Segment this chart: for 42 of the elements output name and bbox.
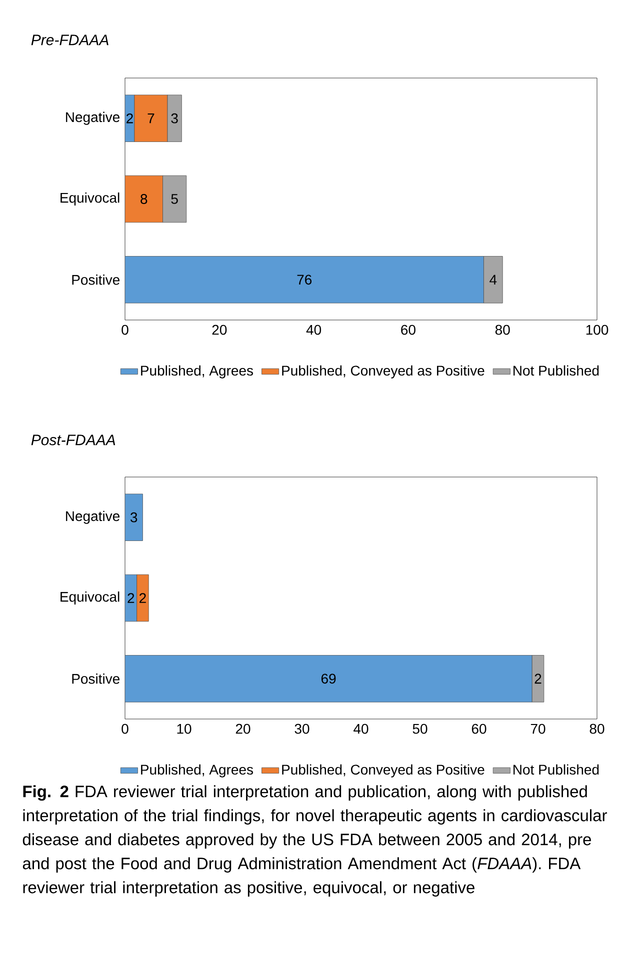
x-tick-label: 60	[472, 724, 486, 734]
data-label: 2	[128, 593, 134, 603]
y-tick-label: Positive	[72, 274, 120, 285]
data-label: 2	[534, 674, 542, 684]
x-tick-label: 40	[354, 724, 368, 734]
y-tick-label: Negative	[66, 510, 120, 524]
x-tick-label: 20	[212, 324, 227, 335]
x-tick-label: 60	[401, 324, 416, 335]
data-label: 3	[130, 512, 138, 522]
x-tick-label: 30	[294, 724, 310, 734]
legend-label: Not Published	[514, 764, 599, 775]
legend-label: Published, Agrees	[141, 365, 254, 378]
data-label: 5	[171, 194, 178, 204]
x-tick-label: 20	[236, 724, 250, 734]
data-label: 69	[321, 674, 336, 684]
x-tick-label: 70	[530, 724, 546, 734]
data-label: 3	[171, 113, 178, 124]
x-tick-label: 0	[122, 724, 128, 734]
legend-label: Not Published	[514, 365, 599, 376]
data-label: 4	[490, 274, 497, 284]
chart-title: Pre-FDAAA	[31, 34, 108, 46]
x-tick-label: 10	[177, 724, 192, 734]
y-tick-label: Positive	[72, 674, 120, 684]
legend-label: Published, Conveyed as Positive	[282, 365, 484, 378]
y-tick-label: Equivocal	[60, 591, 120, 605]
y-tick-label: Negative	[66, 112, 120, 125]
x-tick-label: 100	[586, 324, 608, 335]
x-tick-label: 50	[412, 724, 428, 734]
data-label: 2	[140, 593, 146, 603]
y-tick-label: Equivocal	[60, 192, 120, 206]
x-tick-label: 80	[590, 724, 604, 734]
data-label: 8	[140, 194, 148, 204]
legend-label: Published, Conveyed as Positive	[282, 764, 484, 778]
x-tick-label: 0	[122, 324, 128, 335]
data-label: 7	[148, 114, 154, 124]
x-tick-label: 40	[306, 324, 322, 335]
legend-label: Published, Agrees	[141, 764, 254, 778]
text: Fig. 2 FDA reviewer trial interpretation and publication, along with published interpretation of the trial findings, for novel therapeutic agents in cardiovascular disease and diabetes approved by the US FDA between 2005 and 2014, pre and post the Food and Drug Administration Amendment Act (FDAAA). FDA reviewer trial interpretation as positive, equivocal, or negative	[22, 785, 607, 897]
data-label: 2	[126, 113, 133, 124]
chart-title: Post-FDAAA	[31, 434, 116, 446]
x-tick-label: 80	[495, 324, 510, 335]
data-label: 76	[297, 274, 312, 285]
